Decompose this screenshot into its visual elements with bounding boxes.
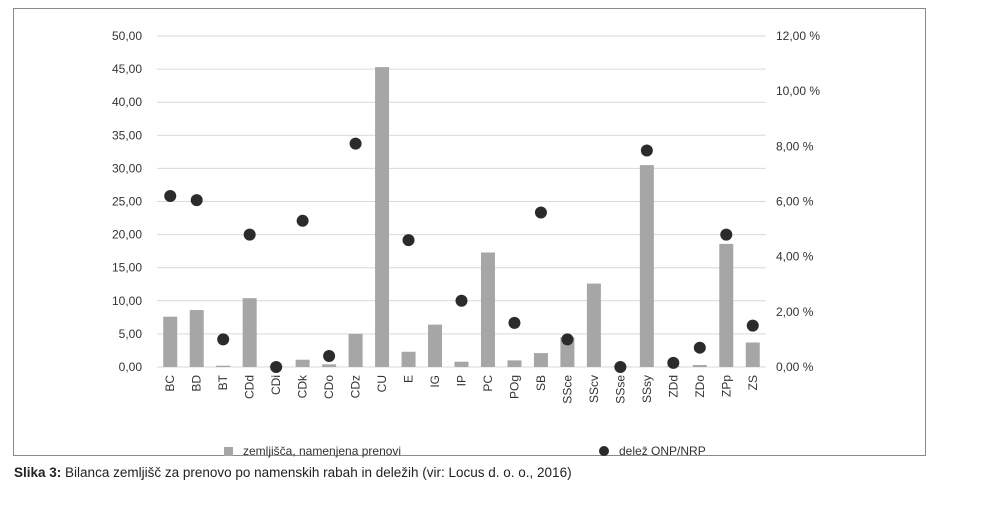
share-point [508, 316, 521, 329]
category-label: CDd [243, 375, 257, 399]
bar [216, 365, 231, 367]
chart-canvas: 0,00 5,00 10,00 15,00 20,00 25,00 30,00 35,00 40… [112, 29, 820, 404]
bar [745, 342, 760, 367]
category-label: E [402, 375, 416, 383]
category-label: ZDo [693, 375, 707, 398]
legend-label-dots: delež ONP/NRP [619, 444, 706, 458]
figure-caption: Slika 3: Bilanca zemljišč za prenovo po … [14, 465, 572, 480]
share-point [190, 194, 203, 207]
category-label: CDk [296, 374, 310, 398]
share-point [217, 333, 230, 346]
share-point [243, 228, 256, 241]
caption-label: Slika 3: [14, 465, 62, 480]
category-label: SScv [587, 375, 601, 403]
category-label: CDz [349, 375, 363, 398]
share-point [561, 333, 574, 346]
category-label: SSce [560, 375, 574, 404]
bar [719, 243, 734, 367]
category-label: BD [190, 375, 204, 392]
y-right-tick-label: 8,00 % [776, 139, 814, 153]
category-label: POg [507, 375, 521, 399]
y-right-tick-label: 0,00 % [776, 360, 814, 374]
bar [189, 310, 204, 367]
y-left-tick-label: 35,00 [112, 128, 142, 142]
category-label: ZPp [719, 375, 733, 397]
y-left-tick-label: 10,00 [112, 294, 142, 308]
legend-swatch-dot [599, 446, 609, 456]
bar [639, 165, 654, 367]
y-left-tick-label: 45,00 [112, 62, 142, 76]
share-point [640, 144, 653, 157]
share-point [667, 356, 680, 369]
category-label: CU [375, 375, 389, 392]
chart-frame: 0,00 5,00 10,00 15,00 20,00 25,00 30,00 35,00 40… [13, 8, 926, 458]
y-left-tick-label: 25,00 [112, 195, 142, 209]
share-point [693, 341, 706, 354]
bar [428, 324, 443, 367]
y-right-tick-label: 10,00 % [776, 84, 820, 98]
y-right-tick-label: 12,00 % [776, 29, 820, 43]
legend-item-bars: zemljišča, namenjena prenovi [224, 444, 401, 458]
y-left-tick-label: 20,00 [112, 228, 142, 242]
category-label: SSse [613, 375, 627, 404]
category-label: IG [428, 375, 442, 388]
category-label: PC [481, 375, 495, 392]
caption-text: Bilanca zemljišč za prenovo po namenskih… [65, 465, 572, 480]
legend-label-bars: zemljišča, namenjena prenovi [243, 444, 402, 458]
bar [295, 359, 310, 367]
bar [692, 365, 707, 367]
share-point [614, 361, 627, 373]
y-left-tick-label: 5,00 [119, 327, 143, 341]
y-left-tick-label: 50,00 [112, 29, 142, 43]
legend-swatch-bar [224, 446, 233, 456]
category-label: SSsy [640, 375, 654, 403]
legend-item-dots: delež ONP/NRP [599, 444, 706, 458]
category-label: BC [163, 375, 177, 392]
y-right-tick-label: 6,00 % [776, 195, 814, 209]
bar [163, 316, 178, 367]
share-point [455, 294, 468, 307]
y-right-tick-label: 4,00 % [776, 250, 814, 264]
bar [507, 360, 522, 367]
bar [242, 298, 257, 367]
share-point [296, 214, 309, 227]
bar [586, 283, 601, 367]
y-left-tick-label: 15,00 [112, 261, 142, 275]
share-point [720, 228, 733, 241]
category-label: ZS [746, 375, 760, 390]
bar [454, 361, 469, 367]
share-point [164, 189, 177, 202]
y-left-tick-label: 0,00 [119, 360, 143, 374]
y-left-tick-label: 30,00 [112, 161, 142, 175]
share-point [349, 137, 362, 150]
share-point [270, 361, 283, 373]
share-point [402, 234, 415, 247]
bar [533, 353, 548, 367]
category-label: ZDd [666, 375, 680, 398]
bar [480, 252, 495, 367]
share-point [323, 349, 336, 362]
category-label: SB [534, 375, 548, 391]
bar [322, 364, 337, 367]
y-right-tick-label: 2,00 % [776, 305, 814, 319]
bar [560, 337, 575, 367]
category-label: BT [216, 374, 230, 390]
share-point [534, 206, 547, 219]
category-label: CDo [322, 375, 336, 399]
bar [401, 351, 416, 367]
category-label: IP [455, 375, 469, 386]
y-left-tick-label: 40,00 [112, 95, 142, 109]
bar [348, 333, 363, 367]
bar [375, 67, 390, 367]
category-label: CDi [269, 375, 283, 395]
share-point [746, 319, 759, 332]
